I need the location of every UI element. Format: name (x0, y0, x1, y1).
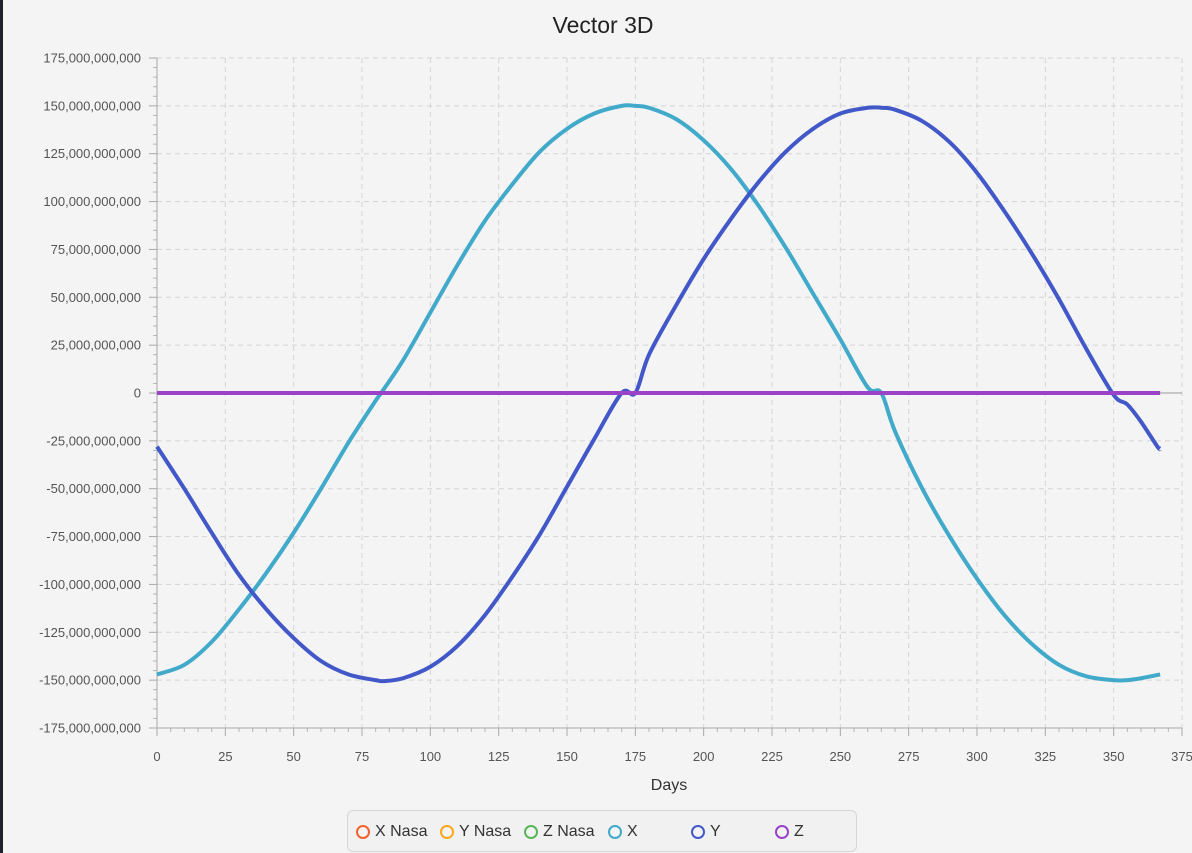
x-tick-label: 200 (693, 749, 715, 764)
legend-item-y[interactable]: Y (691, 822, 721, 842)
legend-marker-z (775, 825, 789, 839)
window-edge (0, 0, 3, 853)
y-tick-label: 125,000,000,000 (43, 146, 141, 161)
legend-label-z-nasa: Z Nasa (543, 823, 595, 840)
y-tick-label: -175,000,000,000 (39, 721, 141, 736)
y-tick-label: 75,000,000,000 (51, 242, 141, 257)
x-tick-label: 50 (286, 749, 300, 764)
y-tick-label: -100,000,000,000 (39, 577, 141, 592)
legend-marker-y (691, 825, 705, 839)
y-tick-label: -150,000,000,000 (39, 673, 141, 688)
x-tick-label: 175 (624, 749, 646, 764)
legend-marker-x-nasa (356, 825, 370, 839)
legend-label-z: Z (794, 823, 804, 840)
legend-label-x: X (627, 823, 638, 840)
y-tick-label: 25,000,000,000 (51, 338, 141, 353)
y-tick-label: 50,000,000,000 (51, 290, 141, 305)
chart-title: Vector 3D (553, 12, 654, 38)
series-line-y (155, 105, 1163, 684)
y-tick-label: -75,000,000,000 (46, 529, 141, 544)
y-tick-label: -25,000,000,000 (46, 433, 141, 448)
legend-item-z[interactable]: Z (775, 822, 804, 842)
y-tick-label: -125,000,000,000 (39, 625, 141, 640)
x-tick-label: 325 (1034, 749, 1056, 764)
x-tick-label: 250 (829, 749, 851, 764)
axes: 0 25 50 75 100 125 150 175 200 225 250 275 300 325 350… (39, 51, 1192, 765)
chart-legend: X Nasa Y Nasa Z Nasa X Y Z (347, 810, 857, 852)
x-tick-label: 150 (556, 749, 578, 764)
y-tick-label: 175,000,000,000 (43, 51, 141, 66)
x-tick-label: 125 (488, 749, 510, 764)
legend-marker-z-nasa (524, 825, 538, 839)
series-line-x (156, 103, 1161, 683)
y-tick-label: -50,000,000,000 (46, 481, 141, 496)
x-tick-label: 75 (355, 749, 369, 764)
y-tick-label: 150,000,000,000 (43, 98, 141, 113)
x-tick-label: 375 (1171, 749, 1192, 764)
legend-item-y-nasa[interactable]: Y Nasa (440, 822, 511, 842)
x-tick-label: 25 (218, 749, 232, 764)
series-lines (155, 103, 1163, 684)
legend-marker-y-nasa (440, 825, 454, 839)
y-tick-label: 0 (134, 386, 141, 401)
legend-label-y-nasa: Y Nasa (459, 823, 512, 840)
x-tick-label: 225 (761, 749, 783, 764)
x-tick-label: 0 (153, 749, 160, 764)
x-tick-label: 100 (419, 749, 441, 764)
legend-item-x[interactable]: X (608, 822, 638, 842)
legend-item-x-nasa[interactable]: X Nasa (356, 822, 427, 842)
x-tick-label: 275 (898, 749, 920, 764)
x-tick-label: 350 (1103, 749, 1125, 764)
x-tick-label: 300 (966, 749, 988, 764)
y-tick-label: 100,000,000,000 (43, 194, 141, 209)
legend-label-y: Y (710, 823, 721, 840)
legend-item-z-nasa[interactable]: Z Nasa (524, 822, 595, 842)
x-axis-label: Days (651, 777, 687, 794)
legend-marker-x (608, 825, 622, 839)
legend-label-x-nasa: X Nasa (375, 823, 428, 840)
